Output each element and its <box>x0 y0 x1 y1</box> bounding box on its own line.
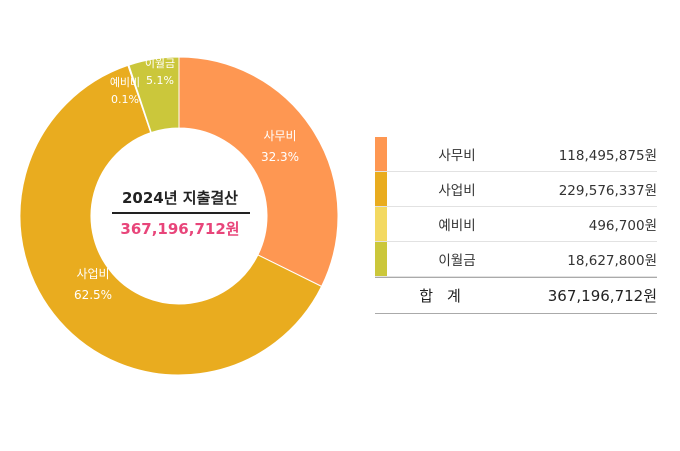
legend-name: 사무비 <box>438 148 476 164</box>
legend-row-reserve: 예비비 496,700원 <box>375 207 657 242</box>
total-label: 합계 <box>419 287 475 305</box>
legend-amount: 229,576,337원 <box>558 183 657 199</box>
expense-table: 사무비 118,495,875원 사업비 229,576,337원 예비비 49… <box>375 137 657 314</box>
legend-row-office: 사무비 118,495,875원 <box>375 137 657 172</box>
slice-label-percent: 62.5% <box>74 288 112 302</box>
legend-amount: 18,627,800원 <box>567 253 657 269</box>
legend-row-carryover: 이월금 18,627,800원 <box>375 242 657 277</box>
legend-swatch <box>375 207 387 241</box>
slice-label-name: 사업비 <box>76 267 109 281</box>
legend-swatch <box>375 137 387 171</box>
total-row: 합계 367,196,712원 <box>375 277 657 314</box>
total-amount: 367,196,712원 <box>547 287 657 305</box>
donut-slice <box>19 64 323 376</box>
legend-name: 예비비 <box>438 218 476 234</box>
slice-label-name: 사무비 <box>263 129 296 143</box>
chart-center-total: 367,196,712원 <box>120 220 240 238</box>
legend-row-business: 사업비 229,576,337원 <box>375 172 657 207</box>
donut-slice <box>128 56 180 134</box>
center-divider <box>112 212 250 214</box>
legend-swatch <box>375 242 387 276</box>
legend-name: 사업비 <box>438 183 476 199</box>
chart-center-title: 2024년 지출결산 <box>122 189 238 207</box>
donut-chart: 사무비 32.3% 사업비 62.5% 예비비 0.1% 이월금 5.1% <box>19 56 339 376</box>
donut-slice <box>178 56 339 288</box>
slice-label-name: 이월금 <box>145 57 175 70</box>
slice-label-name: 예비비 <box>110 76 140 89</box>
slice-label-percent: 0.1% <box>111 93 139 106</box>
legend-amount: 118,495,875원 <box>558 148 657 164</box>
legend-amount: 496,700원 <box>588 218 657 234</box>
legend-swatch <box>375 172 387 206</box>
slice-label-percent: 5.1% <box>146 74 174 87</box>
legend-name: 이월금 <box>438 253 476 269</box>
slice-label-percent: 32.3% <box>261 150 299 164</box>
